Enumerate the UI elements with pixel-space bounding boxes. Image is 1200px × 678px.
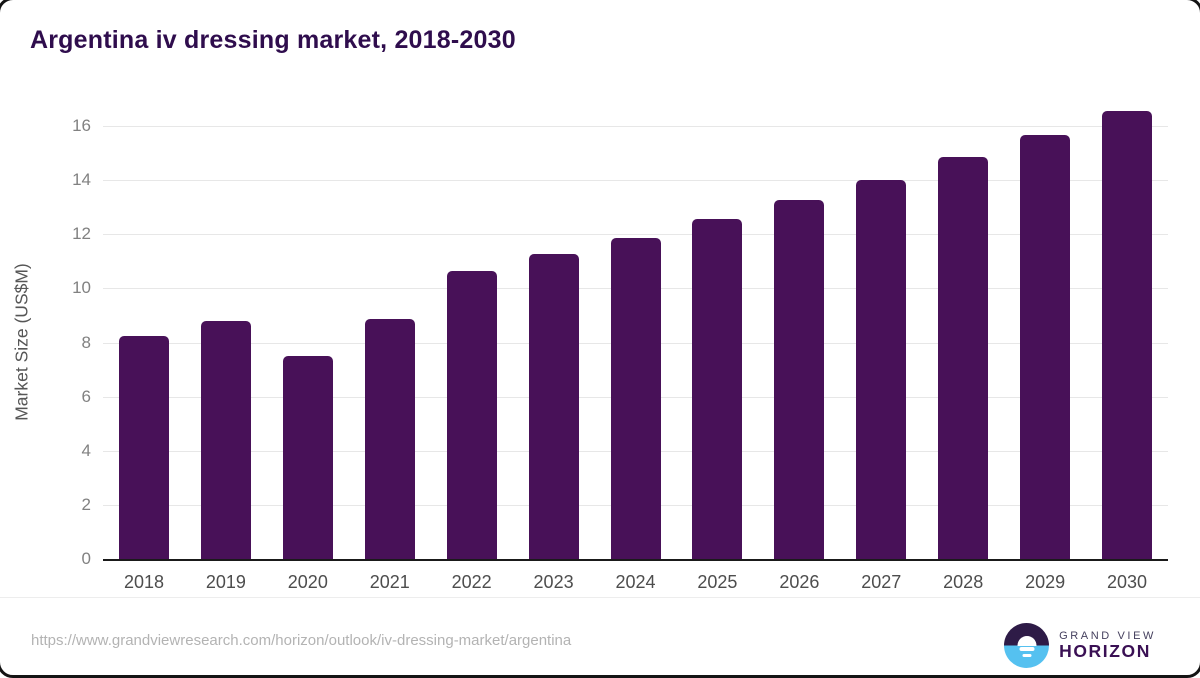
- chart-title: Argentina iv dressing market, 2018-2030: [30, 26, 516, 54]
- x-tick-label: 2024: [615, 572, 656, 592]
- source-url: https://www.grandviewresearch.com/horizo…: [31, 632, 572, 649]
- y-axis-title: Market Size (US$M): [11, 263, 32, 421]
- y-tick-label: 10: [72, 278, 91, 298]
- plot-area: 0 2 4 6 8 10 12 14 16 2018 2019 2020 2021 2022 2023 202…: [72, 111, 1168, 592]
- x-tick-label: 2027: [861, 572, 902, 592]
- y-tick-label: 16: [72, 116, 91, 135]
- y-tick-label: 2: [81, 494, 91, 514]
- bar-2029[interactable]: [1020, 135, 1071, 559]
- x-tick-label: 2025: [697, 572, 738, 592]
- x-tick-label: 2026: [779, 572, 820, 592]
- bar-2026[interactable]: [774, 199, 825, 559]
- sun-reflection-bar: [1019, 647, 1035, 651]
- logo-grand-view-label: GRAND VIEW: [1059, 629, 1156, 642]
- y-tick-label: 4: [81, 440, 91, 460]
- bar-2027[interactable]: [856, 180, 907, 559]
- x-tick-label: 2028: [943, 572, 984, 592]
- x-tick-label: 2021: [369, 572, 410, 592]
- gridline: [103, 126, 1168, 127]
- bar-2025[interactable]: [692, 219, 743, 559]
- x-tick-label: 2030: [1107, 572, 1148, 592]
- sun-shape: [1017, 636, 1037, 646]
- bar-2018[interactable]: [118, 335, 169, 559]
- bar-2028[interactable]: [938, 157, 989, 559]
- gridline: [103, 234, 1168, 236]
- gridline: [103, 180, 1168, 182]
- horizon-sun-icon: [1004, 623, 1050, 668]
- y-tick-label: 14: [72, 170, 91, 190]
- x-tick-label: 2018: [123, 572, 164, 592]
- bar-2023[interactable]: [528, 254, 579, 559]
- sun-reflection-bar: [1022, 653, 1032, 658]
- bar-2021[interactable]: [364, 319, 415, 559]
- bar-2022[interactable]: [446, 270, 497, 559]
- y-tick-label: 12: [72, 224, 91, 244]
- logo-horizon-label: HORIZON: [1059, 640, 1151, 661]
- x-tick-label: 2022: [451, 572, 492, 592]
- grand-view-horizon-logo: GRAND VIEW HORIZON: [1004, 623, 1156, 668]
- footer-divider: [0, 597, 1200, 598]
- bar-2019[interactable]: [200, 320, 251, 559]
- bar-2024[interactable]: [610, 238, 661, 559]
- logo-text: GRAND VIEW HORIZON: [1059, 630, 1156, 662]
- y-tick-label: 6: [81, 386, 91, 406]
- bar-2030[interactable]: [1102, 111, 1153, 559]
- y-tick-label: 0: [81, 549, 91, 568]
- bar-2020[interactable]: [282, 356, 333, 559]
- x-tick-label: 2029: [1025, 572, 1066, 592]
- x-tick-label: 2023: [533, 572, 574, 592]
- x-tick-label: 2019: [205, 572, 246, 592]
- x-tick-label: 2020: [287, 572, 328, 592]
- y-tick-label: 8: [81, 332, 91, 352]
